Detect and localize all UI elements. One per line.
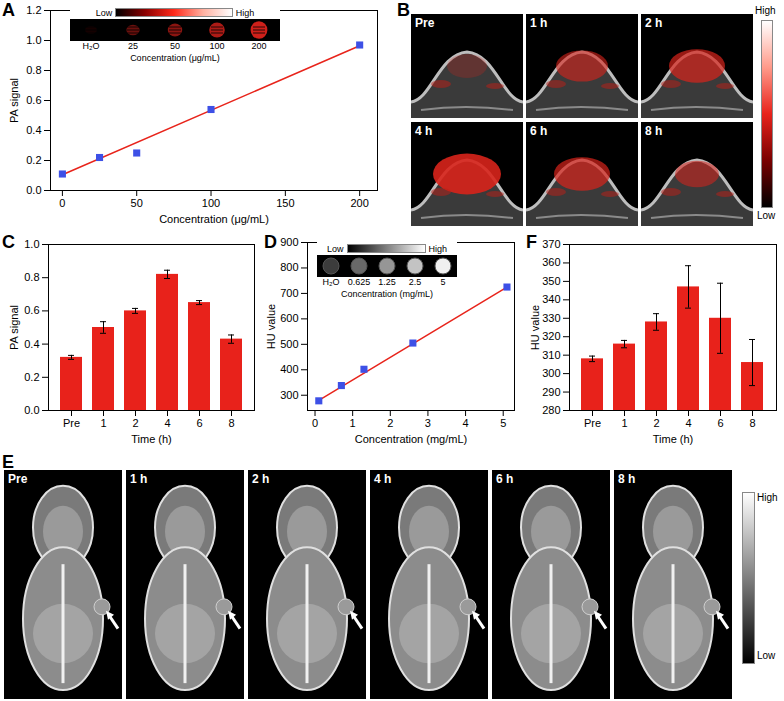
html-text:1 h: 1 h xyxy=(130,472,148,486)
svg-text:0.4: 0.4 xyxy=(24,338,39,350)
svg-text:0.2: 0.2 xyxy=(26,154,41,166)
html-text:F: F xyxy=(526,232,537,252)
svg-text:6: 6 xyxy=(717,417,723,429)
html-text:4 h: 4 h xyxy=(374,472,392,486)
svg-text:8: 8 xyxy=(228,417,234,429)
html-text:C: C xyxy=(2,232,15,252)
svg-text:0.2: 0.2 xyxy=(24,371,39,383)
svg-text:Time (h): Time (h) xyxy=(131,433,172,445)
svg-text:350: 350 xyxy=(542,275,560,287)
html-text:Pre: Pre xyxy=(415,16,435,30)
html-text:50: 50 xyxy=(170,41,180,51)
html-text:0.625: 0.625 xyxy=(347,277,371,287)
svg-text:280: 280 xyxy=(542,404,560,416)
svg-text:300: 300 xyxy=(542,367,560,379)
svg-text:1: 1 xyxy=(100,417,106,429)
svg-text:1.2: 1.2 xyxy=(26,4,41,16)
svg-text:360: 360 xyxy=(542,256,560,268)
svg-text:0.0: 0.0 xyxy=(26,184,41,196)
html-text:Low: Low xyxy=(327,243,344,254)
svg-text:150: 150 xyxy=(276,197,294,209)
svg-text:3: 3 xyxy=(425,417,431,429)
html-text:Low: Low xyxy=(95,7,113,18)
svg-text:0: 0 xyxy=(59,197,65,209)
svg-text:Pre: Pre xyxy=(584,417,601,429)
svg-text:4: 4 xyxy=(685,417,691,429)
svg-text:50: 50 xyxy=(131,197,143,209)
html-text:200: 200 xyxy=(251,41,267,51)
html-text:H₂O: H₂O xyxy=(322,277,340,287)
svg-text:0.0: 0.0 xyxy=(24,404,39,416)
svg-text:320: 320 xyxy=(542,330,560,342)
svg-text:2: 2 xyxy=(132,417,138,429)
svg-text:HU value: HU value xyxy=(529,305,541,350)
html-text:High: High xyxy=(428,243,447,254)
svg-text:1.0: 1.0 xyxy=(24,238,39,250)
svg-text:Concentration (μg/mL): Concentration (μg/mL) xyxy=(159,213,269,225)
html-text:B: B xyxy=(397,0,410,20)
html-text:High: High xyxy=(757,492,778,503)
svg-text:300: 300 xyxy=(280,389,298,401)
html-text:2 h: 2 h xyxy=(645,16,663,30)
html-text:5: 5 xyxy=(440,277,446,287)
html-text:H₂O: H₂O xyxy=(82,41,100,51)
svg-text:0.4: 0.4 xyxy=(26,124,41,136)
svg-text:0.6: 0.6 xyxy=(24,304,39,316)
svg-text:HU value: HU value xyxy=(265,304,277,349)
html-text:High: High xyxy=(235,7,255,18)
svg-text:8: 8 xyxy=(749,417,755,429)
html-text:1 h: 1 h xyxy=(530,16,548,30)
html-text:1.25: 1.25 xyxy=(378,277,396,287)
svg-text:4: 4 xyxy=(164,417,170,429)
html-text:Low: Low xyxy=(757,210,776,221)
svg-text:Pre: Pre xyxy=(63,417,80,429)
svg-text:PA signal: PA signal xyxy=(8,78,20,123)
svg-text:Concentration (mg/mL): Concentration (mg/mL) xyxy=(355,433,468,445)
svg-text:5: 5 xyxy=(500,417,506,429)
html-text:Low: Low xyxy=(757,650,776,661)
html-text:4 h: 4 h xyxy=(415,124,433,138)
html-text:Pre: Pre xyxy=(8,472,28,486)
html-text:6 h: 6 h xyxy=(530,124,548,138)
svg-text:0.8: 0.8 xyxy=(24,271,39,283)
svg-text:900: 900 xyxy=(280,236,298,248)
html-text:6 h: 6 h xyxy=(496,472,514,486)
html-text:8 h: 8 h xyxy=(645,124,663,138)
svg-text:290: 290 xyxy=(542,386,560,398)
svg-text:4: 4 xyxy=(463,417,469,429)
svg-text:2: 2 xyxy=(653,417,659,429)
svg-text:370: 370 xyxy=(542,238,560,250)
html-text:A: A xyxy=(2,0,15,20)
svg-text:700: 700 xyxy=(280,287,298,299)
svg-text:310: 310 xyxy=(542,349,560,361)
html-text:Concentration (μg/mL): Concentration (μg/mL) xyxy=(130,53,220,63)
svg-text:1: 1 xyxy=(621,417,627,429)
svg-text:1: 1 xyxy=(350,417,356,429)
html-text:100: 100 xyxy=(209,41,225,51)
html-text:2 h: 2 h xyxy=(252,472,270,486)
svg-text:100: 100 xyxy=(202,197,220,209)
svg-text:2: 2 xyxy=(387,417,393,429)
svg-text:6: 6 xyxy=(196,417,202,429)
svg-text:600: 600 xyxy=(280,312,298,324)
svg-text:400: 400 xyxy=(280,363,298,375)
svg-text:PA signal: PA signal xyxy=(8,305,20,350)
svg-text:330: 330 xyxy=(542,312,560,324)
svg-text:500: 500 xyxy=(280,338,298,350)
svg-text:0.8: 0.8 xyxy=(26,64,41,76)
svg-text:800: 800 xyxy=(280,261,298,273)
svg-text:0.6: 0.6 xyxy=(26,94,41,106)
html-text:25: 25 xyxy=(128,41,138,51)
svg-text:200: 200 xyxy=(350,197,368,209)
html-text:Concentration (mg/mL): Concentration (mg/mL) xyxy=(341,289,433,299)
html-text:8 h: 8 h xyxy=(618,472,636,486)
svg-text:Time (h): Time (h) xyxy=(653,433,694,445)
svg-text:1.0: 1.0 xyxy=(26,34,41,46)
html-text:D: D xyxy=(264,232,277,252)
html-text:2.5: 2.5 xyxy=(408,277,422,287)
svg-text:0: 0 xyxy=(312,417,318,429)
html-text:High: High xyxy=(755,5,776,16)
svg-text:340: 340 xyxy=(542,293,560,305)
html-text:E: E xyxy=(2,452,14,472)
